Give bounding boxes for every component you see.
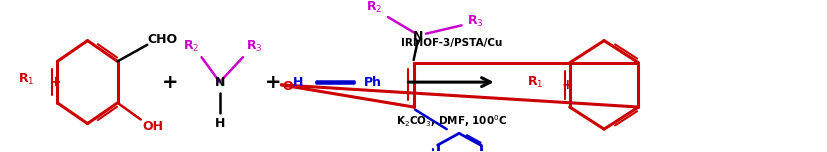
Text: Ph: Ph [363, 76, 381, 89]
Text: OH: OH [142, 120, 164, 133]
Text: R$_3$: R$_3$ [246, 39, 262, 54]
Text: +: + [162, 73, 178, 92]
Text: +: + [561, 78, 572, 92]
Text: CHO: CHO [147, 33, 177, 46]
Text: N: N [214, 76, 225, 89]
Text: R$_1$: R$_1$ [17, 72, 34, 87]
Text: R$_1$: R$_1$ [526, 75, 543, 90]
Text: R$_2$: R$_2$ [184, 39, 199, 54]
Text: O: O [282, 80, 293, 93]
Text: +: + [265, 73, 281, 92]
Text: H: H [214, 117, 225, 130]
Text: +: + [49, 75, 60, 89]
Text: N: N [412, 30, 423, 43]
Text: H: H [293, 76, 303, 89]
Text: K$_2$CO$_3$, DMF, 100$^0$C: K$_2$CO$_3$, DMF, 100$^0$C [395, 113, 506, 129]
Text: R$_2$: R$_2$ [366, 0, 382, 15]
Text: R$_3$: R$_3$ [466, 14, 483, 29]
Text: IRMOF-3/PSTA/Cu: IRMOF-3/PSTA/Cu [400, 38, 501, 48]
